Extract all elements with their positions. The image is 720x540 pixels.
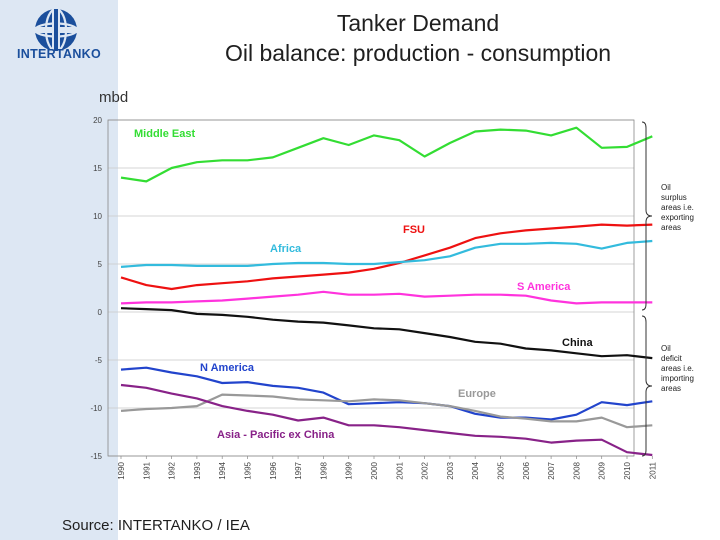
series-label-asia-pacific-ex-china: Asia - Pacific ex China: [217, 429, 335, 441]
deficit-note-line: areas i.e.: [661, 364, 694, 373]
y-tick-label: -15: [90, 452, 102, 461]
source-note: Source: INTERTANKO / IEA: [62, 517, 250, 534]
series-label-fsu: FSU: [403, 224, 425, 236]
x-tick-label: 2005: [497, 461, 506, 479]
y-tick-label: 0: [98, 308, 103, 317]
series-label-china: China: [562, 337, 593, 349]
x-tick-label: 1993: [193, 461, 202, 479]
series-line-s-america: [120, 290, 653, 305]
deficit-note-line: deficit: [661, 354, 683, 363]
deficit-note-line: areas: [661, 384, 681, 393]
x-tick-label: 2001: [395, 461, 404, 479]
x-tick-label: 2008: [572, 461, 581, 479]
deficit-note-line: importing: [661, 374, 694, 383]
series-line-fsu: [120, 223, 653, 291]
series-label-n-america: N America: [200, 362, 255, 374]
x-tick-label: 1998: [319, 461, 328, 479]
plot-frame: [107, 119, 635, 457]
series-line-middle-east: [120, 126, 653, 183]
x-tick-label: 2002: [421, 461, 430, 479]
x-tick-label: 1995: [244, 461, 253, 479]
surplus-note-line: areas i.e.: [661, 203, 694, 212]
x-tick-label: 2007: [547, 461, 556, 479]
intertanko-logo-globe-icon: [33, 7, 79, 53]
slide-title: Tanker Demand Oil balance: production - …: [130, 8, 706, 68]
x-tick-label: 1996: [269, 461, 278, 479]
x-tick-label: 2003: [446, 461, 455, 479]
series-line-europe: [120, 393, 653, 429]
deficit-bracket: [641, 315, 653, 457]
surplus-note-line: areas: [661, 223, 681, 232]
y-tick-label: -5: [95, 356, 103, 365]
x-tick-label: 2006: [522, 461, 531, 479]
x-tick-label: 1992: [168, 461, 177, 479]
series-label-africa: Africa: [270, 243, 302, 255]
x-tick-label: 2004: [471, 461, 480, 479]
surplus-note-line: exporting: [661, 213, 694, 222]
sidebar-panel: [0, 0, 118, 540]
surplus-bracket: [641, 121, 653, 311]
series-line-asia-pacific-ex-china: [120, 383, 653, 457]
x-tick-label: 1999: [345, 461, 354, 479]
series-line-africa: [120, 239, 653, 268]
logo-text: INTERTANKO: [16, 47, 101, 61]
surplus-note-line: Oil: [661, 183, 671, 192]
x-tick-label: 2011: [648, 461, 657, 479]
y-tick-label: -10: [90, 404, 102, 413]
title-line-2: Oil balance: production - consumption: [224, 40, 612, 66]
y-tick-label: 15: [93, 164, 102, 173]
x-tick-label: 2009: [598, 461, 607, 479]
x-tick-label: 2010: [623, 461, 632, 479]
series-label-layer: Middle East FSU Africa S America China N Amer…: [134, 128, 593, 441]
x-tick-label: 1991: [142, 461, 151, 479]
x-tick-label: 2000: [370, 461, 379, 479]
x-tick-label: 1994: [218, 461, 227, 479]
deficit-note-line: Oil: [661, 344, 671, 353]
surplus-note-line: surplus: [661, 193, 687, 202]
y-tick-label: 10: [93, 212, 102, 221]
title-line-1: Tanker Demand: [336, 10, 500, 36]
y-tick-label: 20: [93, 116, 102, 125]
unit-label: mbd: [99, 89, 129, 106]
axis-layer: 20 15 10 5 0 -5 -10 -15 1990 1991 1992 1993 1994 1995…: [90, 116, 657, 480]
x-tick-label: 1990: [117, 461, 126, 479]
series-label-s-america: S America: [517, 281, 571, 293]
series-line-china: [120, 307, 653, 360]
series-layer: [120, 126, 653, 457]
series-label-middle-east: Middle East: [134, 128, 195, 140]
x-tick-label: 1997: [294, 461, 303, 479]
series-line-n-america: [120, 366, 653, 421]
y-tick-label: 5: [98, 260, 103, 269]
series-label-europe: Europe: [458, 388, 496, 400]
